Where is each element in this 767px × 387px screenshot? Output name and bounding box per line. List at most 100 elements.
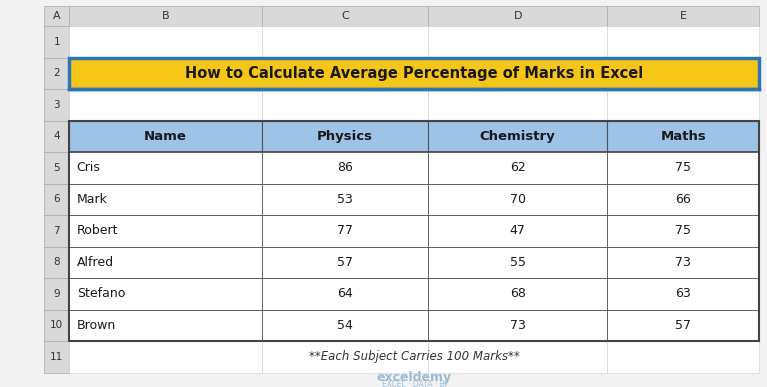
Text: 1: 1 [54, 37, 60, 47]
Bar [69, 310, 262, 341]
Bar [69, 121, 759, 341]
Text: 2: 2 [54, 68, 60, 78]
Bar [44, 58, 69, 89]
Text: Maths: Maths [660, 130, 706, 143]
Bar [607, 183, 759, 215]
Text: Stefano: Stefano [77, 287, 125, 300]
Bar [607, 247, 759, 278]
Bar [428, 247, 607, 278]
Text: 77: 77 [337, 224, 353, 237]
Text: B: B [162, 11, 170, 21]
Bar [262, 341, 428, 373]
Bar [44, 247, 69, 278]
Text: 6: 6 [54, 194, 60, 204]
Bar [607, 247, 759, 278]
Bar [607, 341, 759, 373]
Bar [607, 89, 759, 121]
Text: 63: 63 [676, 287, 691, 300]
Bar [428, 310, 607, 341]
Bar [69, 152, 262, 183]
Bar [44, 121, 69, 152]
Bar [428, 5, 607, 26]
Text: 73: 73 [510, 319, 525, 332]
Text: 7: 7 [54, 226, 60, 236]
Bar [44, 89, 69, 121]
Bar [262, 183, 428, 215]
Bar [607, 121, 759, 152]
Bar [428, 89, 607, 121]
Text: E: E [680, 11, 687, 21]
Bar [428, 152, 607, 183]
Bar [607, 5, 759, 26]
Bar [262, 278, 428, 310]
Bar [428, 215, 607, 247]
Bar [69, 215, 262, 247]
Text: 57: 57 [337, 256, 353, 269]
Text: 55: 55 [510, 256, 525, 269]
Bar [262, 152, 428, 183]
Bar [262, 58, 428, 89]
Text: **Each Subject Carries 100 Marks**: **Each Subject Carries 100 Marks** [309, 350, 519, 363]
Bar [44, 341, 69, 373]
Bar [607, 310, 759, 341]
Text: 64: 64 [337, 287, 353, 300]
Bar [428, 247, 607, 278]
Text: Physics: Physics [317, 130, 374, 143]
Bar [262, 121, 428, 152]
Bar [69, 183, 262, 215]
Bar [69, 310, 262, 341]
Text: 75: 75 [676, 161, 691, 174]
Bar [69, 152, 262, 183]
Bar [428, 26, 607, 58]
Bar [262, 89, 428, 121]
Text: D: D [513, 11, 522, 21]
Bar [428, 121, 607, 152]
Text: Mark: Mark [77, 193, 107, 206]
Bar [607, 278, 759, 310]
Bar [607, 278, 759, 310]
Bar [69, 247, 262, 278]
Bar [428, 152, 607, 183]
Text: 8: 8 [54, 257, 60, 267]
Bar [607, 121, 759, 152]
Bar [69, 121, 759, 152]
Bar [69, 89, 262, 121]
Bar [607, 310, 759, 341]
Bar [262, 247, 428, 278]
Bar [69, 58, 759, 89]
Bar [428, 121, 607, 152]
Text: Brown: Brown [77, 319, 116, 332]
Bar [69, 58, 262, 89]
Bar [44, 215, 69, 247]
Bar [607, 215, 759, 247]
Text: 10: 10 [50, 320, 64, 330]
Text: Alfred: Alfred [77, 256, 114, 269]
Bar [262, 5, 428, 26]
Bar [69, 121, 262, 152]
Bar [44, 278, 69, 310]
Bar [428, 183, 607, 215]
Text: 62: 62 [510, 161, 525, 174]
Text: 73: 73 [676, 256, 691, 269]
Bar [69, 278, 262, 310]
Bar [428, 341, 607, 373]
Bar [69, 215, 262, 247]
Bar [262, 310, 428, 341]
Text: Robert: Robert [77, 224, 118, 237]
Bar [428, 278, 607, 310]
Bar [607, 183, 759, 215]
Bar [428, 58, 607, 89]
Bar [262, 121, 428, 152]
Bar [69, 183, 262, 215]
Bar [69, 278, 262, 310]
Text: 53: 53 [337, 193, 353, 206]
Text: Chemistry: Chemistry [480, 130, 555, 143]
Bar [428, 310, 607, 341]
Text: EXCEL · DATA · BI: EXCEL · DATA · BI [382, 380, 446, 387]
Bar [607, 152, 759, 183]
Text: Name: Name [144, 130, 187, 143]
Text: 57: 57 [676, 319, 691, 332]
Bar [44, 183, 69, 215]
Text: 3: 3 [54, 100, 60, 110]
Bar [428, 278, 607, 310]
